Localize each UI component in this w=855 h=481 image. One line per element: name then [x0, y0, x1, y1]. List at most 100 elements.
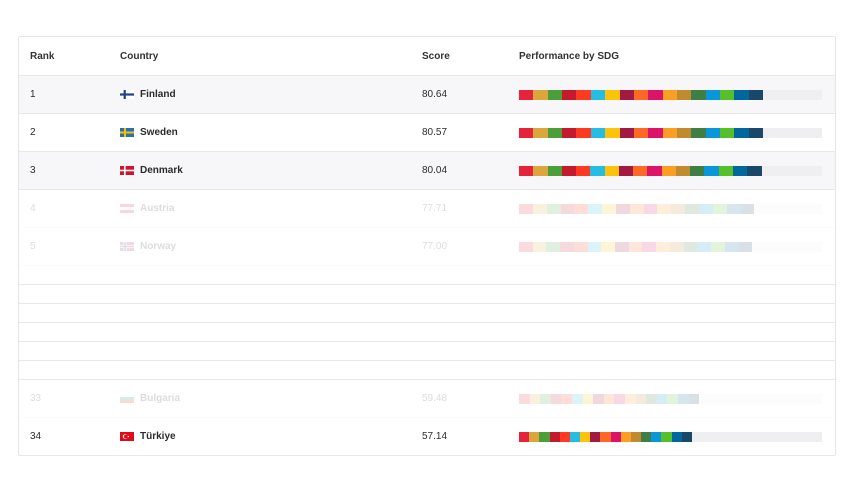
sdg-12-segment: [675, 165, 691, 176]
sdg-7-segment: [604, 165, 619, 176]
country-column-header[interactable]: Country: [120, 50, 159, 62]
sdg-17-segment: [738, 241, 753, 252]
sweden-flag: [120, 128, 134, 137]
sdg-performance-bar[interactable]: [519, 127, 822, 138]
sdg-13-segment: [646, 393, 657, 404]
table-row-austria[interactable]: 4 Austria 77.71: [19, 190, 835, 228]
sdg-6-segment: [571, 393, 583, 404]
table-row-turkiye[interactable]: 34 Türkiye 57.14: [19, 418, 835, 455]
country-cell: Austria: [120, 190, 174, 227]
sdg-11-segment: [624, 393, 636, 404]
sdg-12-segment: [669, 241, 684, 252]
sdg-9-segment: [633, 127, 649, 138]
country-name[interactable]: Norway: [140, 241, 177, 252]
performance-cell: [519, 76, 822, 113]
placeholder-row: [19, 266, 835, 285]
sdg-5-segment: [576, 89, 591, 100]
placeholder-row: [19, 304, 835, 323]
rank-cell: 5: [30, 241, 36, 252]
country-cell: Sweden: [120, 114, 178, 151]
sdg-13-segment: [641, 431, 652, 442]
sdg-performance-bar[interactable]: [519, 165, 822, 176]
sdg-5-segment: [561, 393, 572, 404]
sdg-ranking-table: Rank Country Score Performance by SDG 1 F…: [18, 36, 836, 456]
country-name[interactable]: Austria: [140, 203, 175, 214]
sdg-9-segment: [603, 393, 615, 404]
sdg-15-segment: [720, 89, 735, 100]
table-row-norway[interactable]: 5 Norway 77.00: [19, 228, 835, 266]
sdg-5-segment: [559, 431, 570, 442]
country-cell: Finland: [120, 76, 176, 113]
norway-flag: [120, 242, 134, 251]
sdg-6-segment: [588, 203, 603, 214]
country-name[interactable]: Denmark: [140, 165, 183, 176]
sdg-15-segment: [720, 127, 735, 138]
placeholder-row: [19, 361, 835, 380]
sdg-9-segment: [629, 203, 644, 214]
sdg-6-segment: [590, 89, 606, 100]
sdg-3-segment: [546, 241, 561, 252]
sdg-1-segment: [519, 431, 530, 442]
sdg-7-segment: [601, 241, 616, 252]
sdg-12-segment: [676, 127, 692, 138]
sdg-10-segment: [647, 165, 662, 176]
rank-cell: 33: [30, 393, 42, 404]
sdg-17-segment: [747, 165, 762, 176]
sdg-4-segment: [560, 203, 575, 214]
sdg-12-segment: [671, 203, 686, 214]
sdg-16-segment: [734, 89, 749, 100]
sdg-2-segment: [532, 241, 547, 252]
sdg-5-segment: [573, 241, 588, 252]
country-cell: Bulgaria: [120, 380, 180, 417]
sdg-10-segment: [610, 431, 621, 442]
sdg-performance-bar[interactable]: [519, 393, 822, 404]
sdg-performance-bar[interactable]: [519, 241, 822, 252]
sdg-14-segment: [704, 165, 719, 176]
sdg-1-segment: [519, 127, 534, 138]
table-row-denmark[interactable]: 3 Denmark 80.04: [19, 152, 835, 190]
sdg-2-segment: [533, 89, 548, 100]
sdg-3-segment: [539, 431, 550, 442]
sdg-1-segment: [519, 393, 530, 404]
bulgaria-flag: [120, 394, 134, 403]
rank-cell: 4: [30, 203, 36, 214]
country-cell: Türkiye: [120, 418, 176, 455]
country-cell: Norway: [120, 228, 176, 265]
sdg-13-segment: [691, 127, 706, 138]
sdg-performance-bar[interactable]: [519, 431, 822, 442]
sdg-5-segment: [576, 165, 591, 176]
sdg-14-segment: [697, 241, 712, 252]
sdg-7-segment: [582, 393, 594, 404]
score-column-header[interactable]: Score: [422, 50, 450, 62]
country-name[interactable]: Bulgaria: [140, 393, 181, 404]
sdg-16-segment: [734, 127, 749, 138]
sdg-14-segment: [705, 89, 721, 100]
sdg-performance-bar[interactable]: [519, 203, 822, 214]
turkiye-flag: [120, 432, 134, 441]
placeholder-row: [19, 285, 835, 304]
sdg-15-segment: [711, 241, 725, 252]
country-name[interactable]: Sweden: [140, 127, 178, 138]
sdg-17-segment: [688, 393, 700, 404]
sdg-2-segment: [529, 431, 540, 442]
country-name[interactable]: Finland: [140, 89, 176, 100]
sdg-8-segment: [619, 89, 634, 100]
table-row-sweden[interactable]: 2 Sweden 80.57: [19, 114, 835, 152]
sdg-performance-bar[interactable]: [519, 89, 822, 100]
table-row-finland[interactable]: 1 Finland 80.64: [19, 76, 835, 114]
rank-column-header[interactable]: Rank: [30, 50, 55, 62]
country-name[interactable]: Türkiye: [140, 431, 176, 442]
score-cell: 80.64: [422, 89, 448, 100]
sdg-6-segment: [587, 241, 602, 252]
sdg-10-segment: [642, 241, 657, 252]
score-cell: 80.57: [422, 127, 448, 138]
sdg-11-segment: [656, 241, 670, 252]
performance-cell: [519, 418, 822, 455]
performance-cell: [519, 228, 822, 265]
sdg-8-segment: [590, 431, 601, 442]
performance-cell: [519, 380, 822, 417]
sdg-17-segment: [740, 203, 755, 214]
sdg-10-segment: [614, 393, 625, 404]
sdg-9-segment: [633, 165, 648, 176]
table-row-bulgaria[interactable]: 33 Bulgaria 59.48: [19, 380, 835, 418]
